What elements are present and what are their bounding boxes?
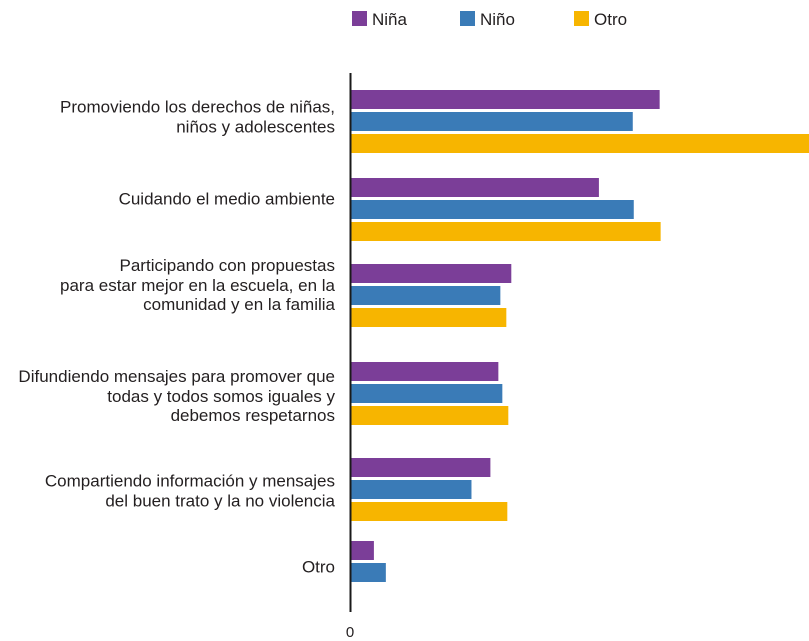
legend-item-otro: Otro	[574, 10, 627, 29]
category-label-4: Difundiendo mensajes para promover que t…	[18, 366, 335, 425]
bar-nino-6	[351, 563, 386, 582]
bar-nino-3	[351, 286, 501, 305]
bar-otro-5	[351, 502, 508, 521]
bar-nina-3	[351, 264, 512, 283]
legend-item-nino: Niño	[460, 10, 515, 29]
x-tick-label-0: 0	[346, 624, 354, 641]
legend-swatch-nino	[460, 11, 475, 26]
legend-label-nina: Niña	[372, 10, 408, 29]
bar-nina-6	[351, 541, 374, 560]
category-label-3: Participando con propuestas para estar m…	[60, 255, 335, 314]
legend-label-nino: Niño	[480, 10, 515, 29]
bar-nino-1	[351, 112, 633, 131]
legend-item-nina: Niña	[352, 10, 408, 29]
bar-nina-5	[351, 458, 491, 477]
category-label-5: Compartiendo información y mensajes del …	[44, 471, 335, 511]
bar-nina-1	[351, 90, 660, 109]
bar-nino-2	[351, 200, 634, 219]
legend-swatch-nina	[352, 11, 367, 26]
category-label-2: Cuidando el medio ambiente	[118, 189, 335, 209]
bar-nina-2	[351, 178, 599, 197]
bar-otro-1	[351, 134, 809, 153]
legend-swatch-otro	[574, 11, 589, 26]
bar-otro-2	[351, 222, 661, 241]
bar-otro-3	[351, 308, 507, 327]
bar-otro-4	[351, 406, 509, 425]
bar-nino-5	[351, 480, 472, 499]
bar-nina-4	[351, 362, 499, 381]
legend-label-otro: Otro	[594, 10, 627, 29]
bar-nino-4	[351, 384, 503, 403]
category-label-1: Promoviendo los derechos de niñas, niños…	[60, 97, 335, 137]
category-label-6: Otro	[301, 557, 335, 577]
